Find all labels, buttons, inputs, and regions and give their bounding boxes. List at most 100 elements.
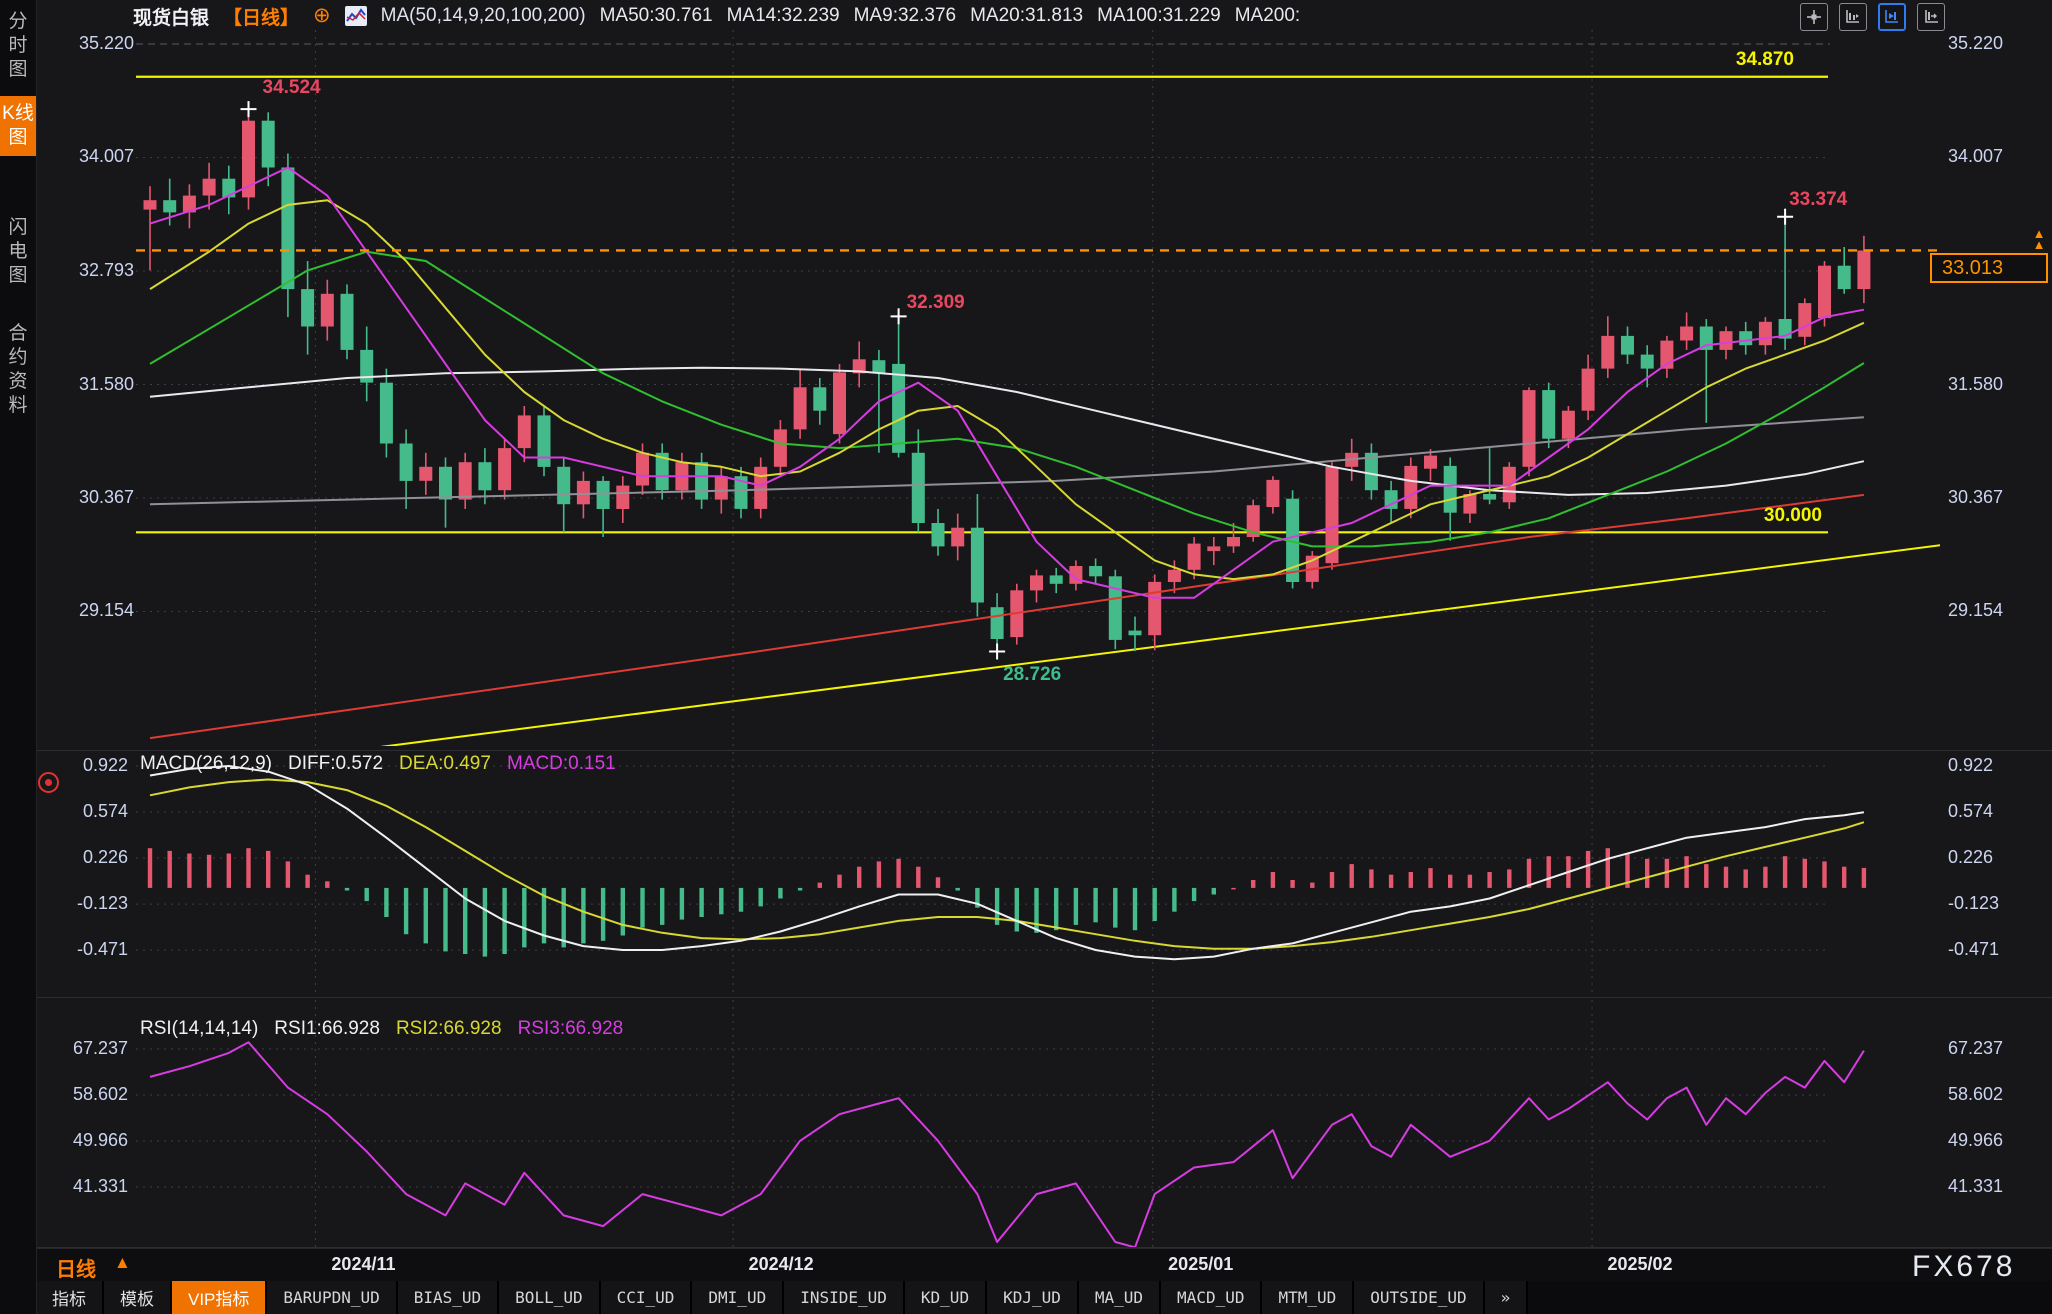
y-axis-label: -0.123	[76, 893, 128, 914]
sidebar-item-3[interactable]: 闪电图	[8, 217, 28, 286]
y-axis-label: 35.220	[78, 33, 134, 53]
y-axis-label: 58.602	[72, 1083, 128, 1104]
macd-pane[interactable]	[136, 752, 1940, 994]
ma100-value: MA100:31.229	[1097, 5, 1221, 26]
tab-dmi_ud[interactable]: DMI_UD	[692, 1281, 785, 1314]
y-axis-label: 0.922	[82, 755, 128, 775]
y-axis-label: 34.007	[1948, 146, 2004, 167]
y-axis-label: 67.237	[72, 1038, 128, 1058]
rsi3-value: RSI3:66.928	[517, 1018, 624, 1039]
main-candlestick-pane[interactable]	[136, 30, 1940, 746]
axis-auto-icon[interactable]	[1878, 3, 1906, 31]
y-axis-label: 0.922	[1948, 755, 1994, 775]
x-axis-label: 2025/02	[1607, 1254, 1673, 1274]
tab-macd_ud[interactable]: MACD_UD	[1161, 1281, 1263, 1314]
price-annotation: 32.309	[906, 292, 965, 314]
tab-vip指标[interactable]: VIP指标	[172, 1281, 268, 1314]
pane-separator	[36, 1247, 2052, 1248]
rsi2-value: RSI2:66.928	[395, 1018, 502, 1039]
record-dot-icon[interactable]	[38, 772, 59, 793]
period-tag[interactable]: 【日线】	[223, 7, 300, 29]
y-axis-label: 32.793	[78, 260, 134, 281]
tab-指标[interactable]: 指标	[36, 1281, 104, 1314]
y-axis-label: 0.574	[1948, 801, 1994, 821]
tab-»[interactable]: »	[1484, 1281, 1529, 1314]
pan-crosshair-icon[interactable]	[1800, 3, 1828, 31]
macd-dea-value: DEA:0.497	[399, 753, 491, 774]
ma14-value: MA14:32.239	[726, 5, 840, 26]
sidebar-item-4[interactable]: 合约资料	[8, 323, 28, 416]
macd-diff-value: DIFF:0.572	[288, 753, 384, 774]
x-axis-label: 2024/12	[748, 1254, 814, 1274]
chart-toolbar	[1800, 3, 1945, 31]
y-axis-label: 30.367	[78, 486, 134, 507]
tab-outside_ud[interactable]: OUTSIDE_UD	[1354, 1281, 1485, 1314]
y-axis-label: -0.123	[1948, 893, 2000, 914]
tab-bias_ud[interactable]: BIAS_UD	[397, 1281, 500, 1314]
x-axis-label: 2024/11	[331, 1254, 396, 1274]
rsi-header: RSI(14,14,14) RSI1:66.928 RSI2:66.928 RS…	[140, 1018, 623, 1040]
y-axis-label: -0.471	[76, 939, 128, 960]
y-axis-label: 29.154	[1948, 600, 2004, 621]
y-axis-label: 0.226	[82, 847, 128, 867]
y-axis-label: 35.220	[1948, 33, 2004, 53]
symbol-name: 现货白银	[133, 7, 210, 29]
rsi-pane[interactable]	[136, 1000, 1940, 1247]
y-axis-label: -0.471	[1948, 939, 2000, 960]
tab-mtm_ud[interactable]: MTM_UD	[1262, 1281, 1355, 1314]
mini-chart-icon	[344, 6, 367, 26]
y-axis-label: 0.574	[82, 801, 128, 821]
tab-模板[interactable]: 模板	[104, 1281, 172, 1314]
watermark: FX678	[1912, 1250, 2016, 1283]
caret-up-icon[interactable]: ▲	[114, 1253, 131, 1272]
y-axis-label: 41.331	[72, 1176, 128, 1196]
y-axis-label: 29.154	[78, 600, 134, 621]
axis-scale-icon[interactable]	[1839, 3, 1867, 31]
macd-header: MACD(26,12,9) DIFF:0.572 DEA:0.497 MACD:…	[140, 753, 616, 775]
axis-shift-icon[interactable]	[1917, 3, 1945, 31]
tab-boll_ud[interactable]: BOLL_UD	[499, 1281, 601, 1314]
ma-settings-label: MA(50,14,9,20,100,200)	[380, 5, 586, 26]
ma20-value: MA20:31.813	[970, 5, 1084, 26]
tab-barupdn_ud[interactable]: BARUPDN_UD	[267, 1281, 398, 1314]
period-selector[interactable]: 日线	[56, 1259, 96, 1281]
hline-label: 34.870	[1735, 48, 1794, 70]
tab-ma_ud[interactable]: MA_UD	[1078, 1281, 1162, 1314]
left-sidebar: 分时图 K线图闪电图合约资料	[0, 0, 37, 1314]
y-axis-label: 31.580	[1948, 373, 2004, 394]
price-annotation: 33.374	[1789, 188, 1848, 210]
y-axis-label: 34.007	[78, 146, 134, 167]
indicator-tabbar: 指标 模板 VIP指标 BARUPDN_UD BIAS_UD BOLL_UD CCI_UD D…	[36, 1281, 2052, 1314]
tab-inside_ud[interactable]: INSIDE_UD	[784, 1281, 905, 1314]
tab-kd_ud[interactable]: KD_UD	[904, 1281, 988, 1314]
price-annotation: 28.726	[1003, 663, 1062, 685]
ma200-value: MA200:	[1234, 5, 1301, 26]
macd-macd-value: MACD:0.151	[506, 753, 616, 774]
y-axis-label: 0.226	[1948, 847, 1994, 867]
y-axis-label: 30.367	[1948, 486, 2004, 507]
sidebar-item-2[interactable]: K线图	[0, 96, 36, 156]
sidebar-item-1[interactable]: 分时图	[8, 11, 28, 80]
ma50-value: MA50:30.761	[599, 5, 713, 26]
add-compare-icon[interactable]: ⊕	[313, 4, 331, 27]
latest-price-arrow-icon[interactable]: ▲ ▲	[2032, 226, 2046, 252]
date-axis-strip: 日线 ▲ 2024/11 2024/12 2025/01 2025/02	[36, 1248, 2052, 1282]
tab-cci_ud[interactable]: CCI_UD	[600, 1281, 693, 1314]
price-annotation: 34.524	[262, 77, 321, 99]
y-axis-label: 67.237	[1948, 1038, 2004, 1058]
rsi-params: RSI(14,14,14)	[140, 1018, 259, 1039]
pane-separator	[36, 750, 2052, 751]
y-axis-label: 41.331	[1948, 1176, 2004, 1196]
last-price-tag: 33.013	[1930, 253, 2048, 283]
macd-params: MACD(26,12,9)	[140, 753, 272, 774]
pane-separator	[36, 997, 2052, 998]
y-axis-label: 49.966	[1948, 1130, 2004, 1150]
y-axis-label: 31.580	[78, 373, 134, 394]
hline-label: 30.000	[1763, 505, 1822, 527]
x-axis-label: 2025/01	[1168, 1254, 1234, 1274]
ma9-value: MA9:32.376	[853, 5, 957, 26]
chart-header: 现货白银 【日线】 ⊕ MA(50,14,9,20,100,200) MA50:…	[133, 2, 1300, 30]
rsi1-value: RSI1:66.928	[274, 1018, 380, 1039]
tab-kdj_ud[interactable]: KDJ_UD	[987, 1281, 1079, 1314]
